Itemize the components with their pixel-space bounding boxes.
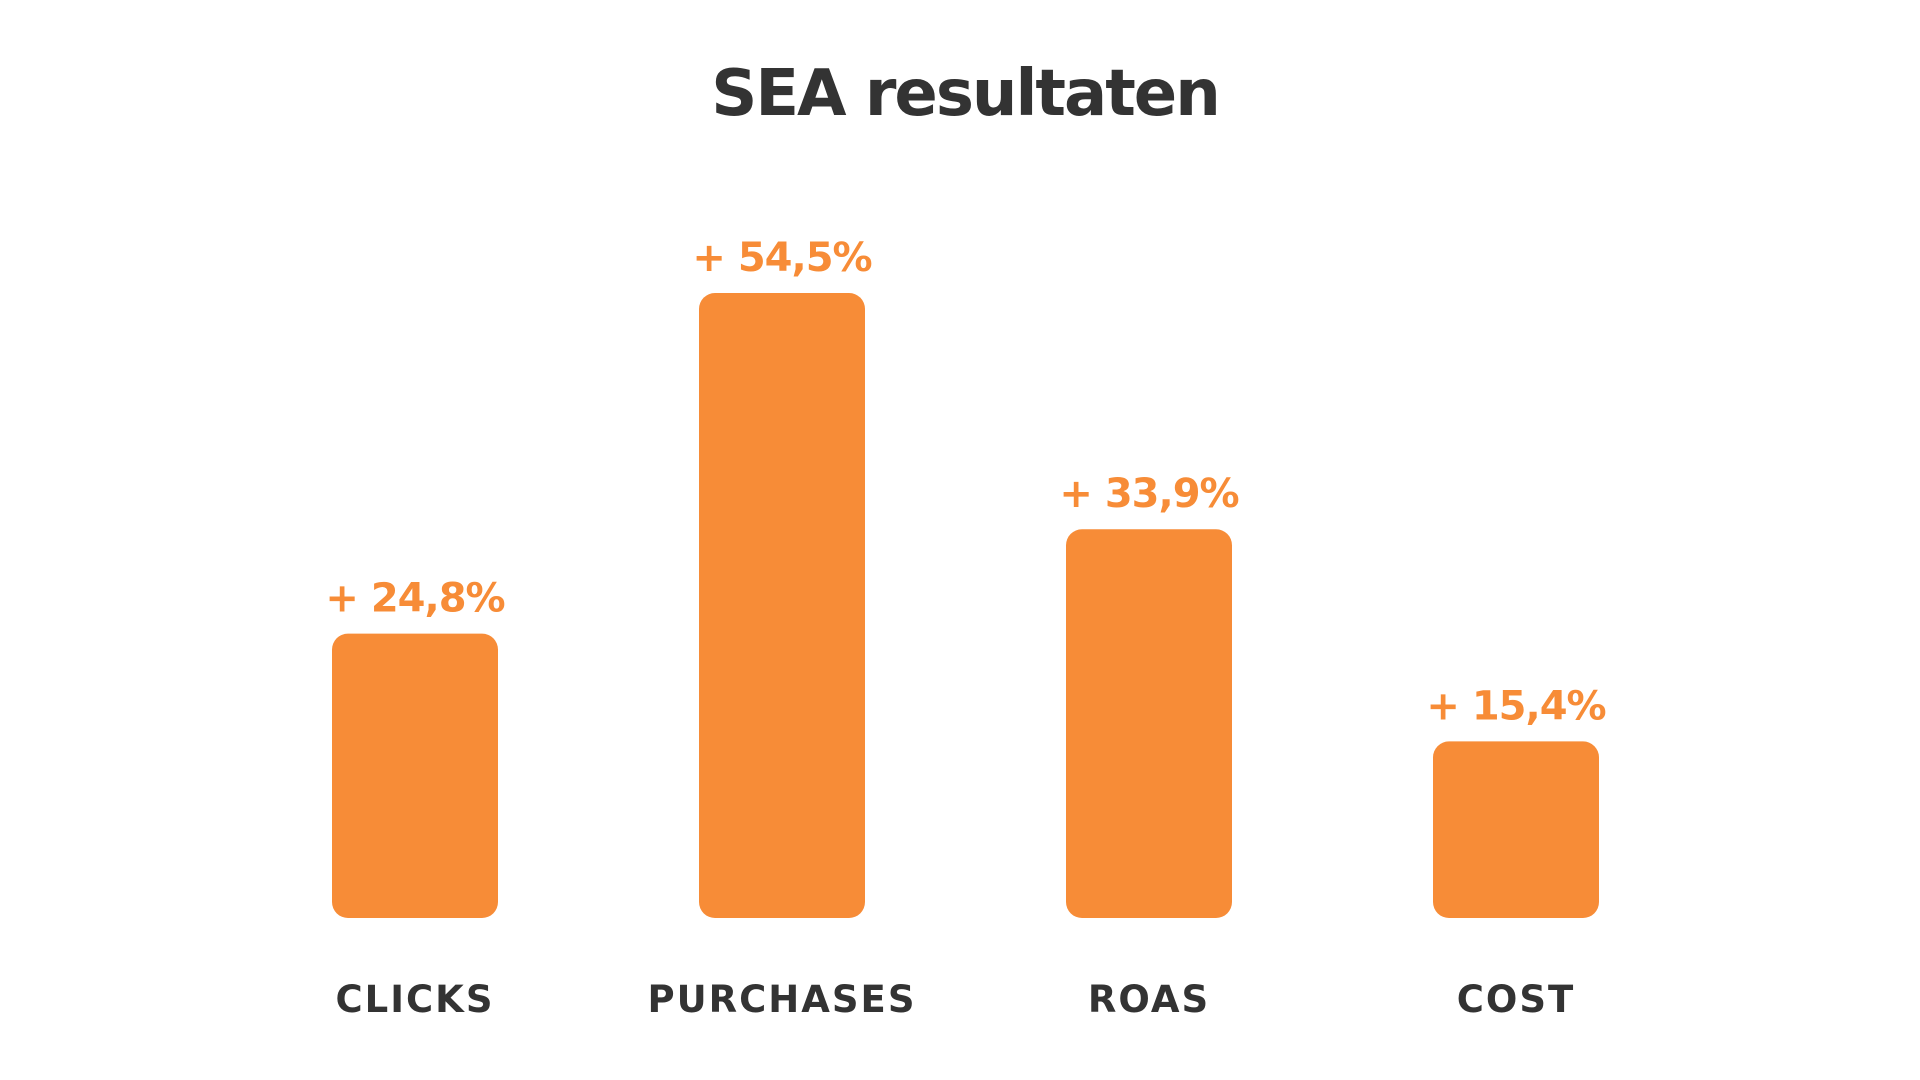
- bar-clicks: [332, 633, 498, 918]
- value-label-roas: + 33,9%: [1059, 471, 1238, 517]
- category-label-cost: COST: [1457, 978, 1576, 1021]
- category-label-clicks: CLICKS: [336, 978, 495, 1021]
- category-label-purchases: PURCHASES: [648, 978, 917, 1021]
- bars-group: + 24,8% CLICKS + 54,5% PURCHASES + 33,9% ROAS…: [325, 235, 1606, 1021]
- category-label-roas: ROAS: [1088, 978, 1210, 1021]
- value-label-purchases: + 54,5%: [692, 235, 871, 281]
- bar-purchases: [699, 293, 865, 918]
- bar-cost: [1433, 741, 1599, 918]
- value-label-clicks: + 24,8%: [325, 576, 504, 622]
- bar-roas: [1066, 529, 1232, 918]
- value-label-cost: + 15,4%: [1426, 683, 1605, 729]
- chart-title: SEA resultaten: [711, 57, 1219, 131]
